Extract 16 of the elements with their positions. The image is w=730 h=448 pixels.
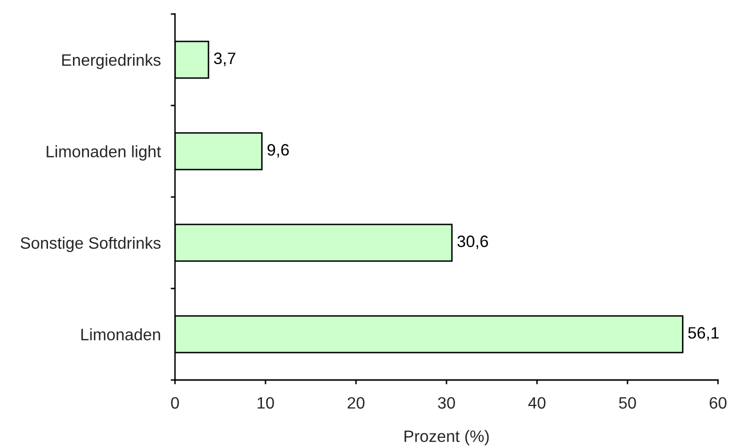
x-tick-label: 10 [258,397,274,409]
y-tick-label: Limonaden light [46,145,161,161]
data-label: 56,1 [688,327,719,341]
x-tick-label: 0 [171,397,179,409]
y-tick-label: Limonaden [81,328,160,340]
x-tick-label: 60 [710,397,726,409]
data-label: 30,6 [457,236,488,250]
y-tick-label: Energiedrinks [62,54,161,70]
y-tick-label: Sonstige Softdrinks [20,236,161,252]
x-tick-label: 30 [438,397,455,409]
x-tick-label: 50 [619,397,636,409]
data-label: 9,6 [268,144,289,158]
data-label: 3,7 [214,52,236,66]
x-axis-title: Prozent (%) [404,430,489,446]
x-tick-label: 20 [348,397,364,409]
x-tick-label: 40 [528,397,546,409]
